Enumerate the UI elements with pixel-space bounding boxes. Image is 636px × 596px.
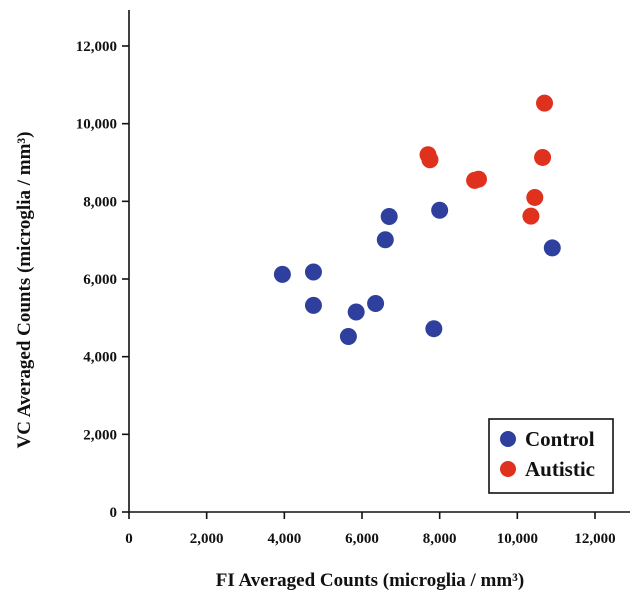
x-tick-label: 0	[125, 531, 133, 547]
data-point-autistic	[534, 148, 552, 166]
data-point-control	[304, 263, 322, 281]
data-point-control	[543, 239, 561, 257]
y-tick-label: 2,000	[83, 427, 117, 443]
y-tick-label: 0	[110, 505, 118, 521]
y-tick-label: 10,000	[76, 117, 117, 133]
y-tick-label: 6,000	[83, 272, 117, 288]
x-tick-label: 2,000	[190, 531, 224, 547]
y-axis-title: VC Averaged Counts (microglia / mm³)	[14, 132, 35, 449]
x-tick-label: 4,000	[267, 531, 301, 547]
data-point-control	[425, 320, 443, 338]
y-tick-label: 4,000	[83, 350, 117, 366]
x-ticks: 0 2,000 4,000 6,000 8,000 10,000 12,000	[125, 512, 616, 547]
y-tick-label: 8,000	[83, 194, 117, 210]
x-axis: 0 2,000 4,000 6,000 8,000 10,000 12,000	[125, 511, 630, 547]
data-point-autistic	[522, 207, 540, 225]
data-point-control	[347, 303, 365, 321]
data-point-autistic	[526, 188, 544, 206]
y-axis: 0 2,000 4,000 6,000 8,000 10,000 12,000	[76, 10, 130, 521]
data-point-control	[339, 327, 357, 345]
y-tick-label: 12,000	[76, 39, 117, 55]
legend-label-autistic: Autistic	[525, 457, 595, 481]
x-tick-label: 8,000	[423, 531, 457, 547]
data-point-control	[431, 201, 449, 219]
x-tick-label: 12,000	[574, 531, 615, 547]
y-ticks: 0 2,000 4,000 6,000 8,000 10,000 12,000	[76, 39, 129, 521]
data-point-control	[367, 294, 385, 312]
legend-marker-autistic	[500, 461, 516, 477]
data-point-control	[376, 231, 394, 249]
data-points	[273, 94, 561, 345]
data-point-autistic	[536, 94, 554, 112]
legend: Control Autistic	[488, 418, 614, 494]
x-tick-label: 10,000	[497, 531, 538, 547]
data-point-autistic	[421, 151, 439, 169]
legend-label-control: Control	[525, 427, 595, 451]
data-point-control	[304, 296, 322, 314]
data-point-autistic	[470, 170, 487, 188]
legend-marker-control	[500, 431, 516, 447]
data-point-control	[380, 207, 398, 225]
x-tick-label: 6,000	[345, 531, 379, 547]
x-axis-title: FI Averaged Counts (microglia / mm³)	[216, 570, 524, 591]
data-point-control	[273, 265, 291, 283]
